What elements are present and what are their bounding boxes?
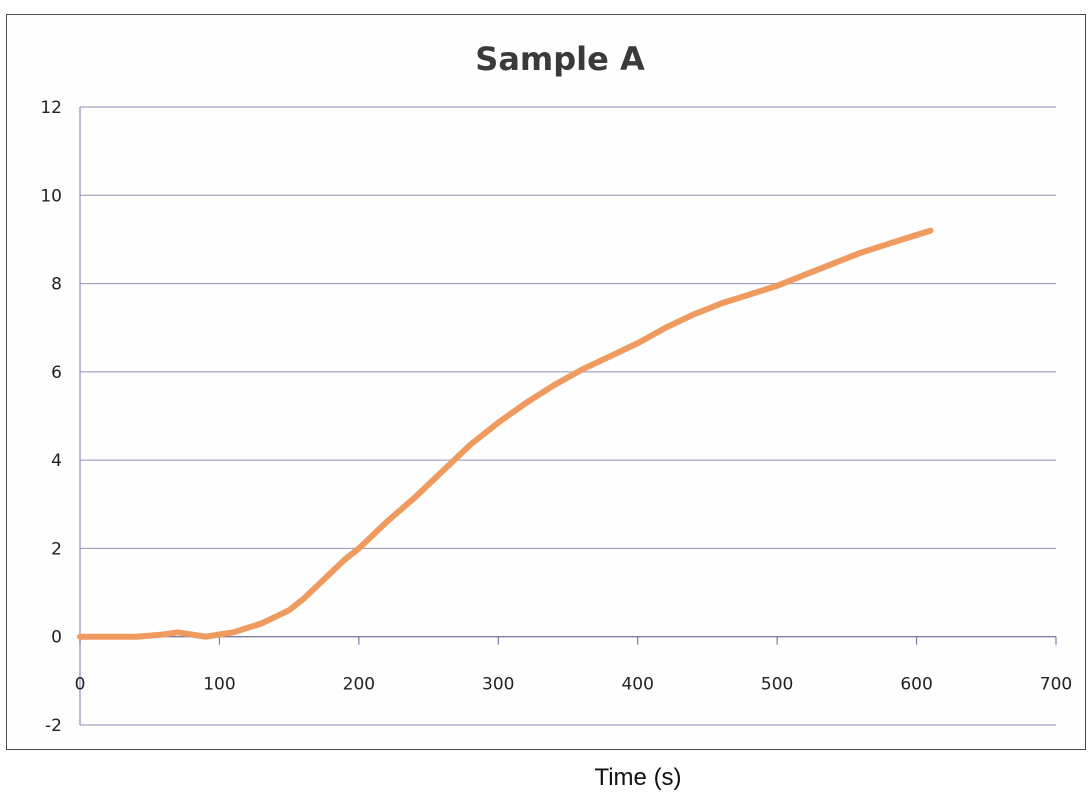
- y-tick-label-2: 2: [51, 539, 62, 559]
- x-tick-label-7: 700: [1040, 675, 1072, 695]
- series-line-0: [77, 227, 934, 640]
- x-tick-label-3: 300: [482, 675, 514, 695]
- x-tick-label-5: 500: [761, 675, 793, 695]
- y-tick-label-6: 10: [40, 186, 62, 206]
- y-tick-label-0: -2: [45, 716, 62, 736]
- x-tick-label-1: 100: [203, 675, 235, 695]
- chart-frame: [6, 14, 1086, 750]
- series-layer: [77, 227, 934, 640]
- x-tick-labels: 0 100 200 300 400 500 600 700: [75, 675, 1073, 695]
- chart-title: Sample A: [475, 40, 645, 78]
- y-tick-label-1: 0: [51, 628, 62, 648]
- y-tick-labels: -2 0 2 4 6 8 10 12: [40, 98, 62, 736]
- x-tick-label-4: 400: [621, 675, 653, 695]
- grid-layer: [80, 106, 1056, 726]
- x-axis-title: Time (s): [594, 764, 681, 791]
- y-tick-label-5: 8: [51, 275, 62, 295]
- y-tick-label-7: 12: [40, 98, 62, 118]
- y-tick-label-4: 6: [51, 363, 62, 383]
- x-tick-label-2: 200: [343, 675, 375, 695]
- x-tick-label-6: 600: [900, 675, 932, 695]
- y-tick-label-3: 4: [51, 451, 62, 471]
- x-tick-label-0: 0: [75, 675, 86, 695]
